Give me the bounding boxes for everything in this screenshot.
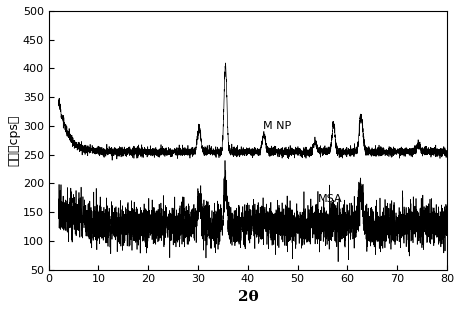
Text: M NP: M NP: [263, 121, 291, 131]
Y-axis label: 强度（cps）: 强度（cps）: [7, 115, 20, 166]
Text: MSA: MSA: [318, 194, 342, 204]
X-axis label: 2θ: 2θ: [237, 290, 258, 304]
